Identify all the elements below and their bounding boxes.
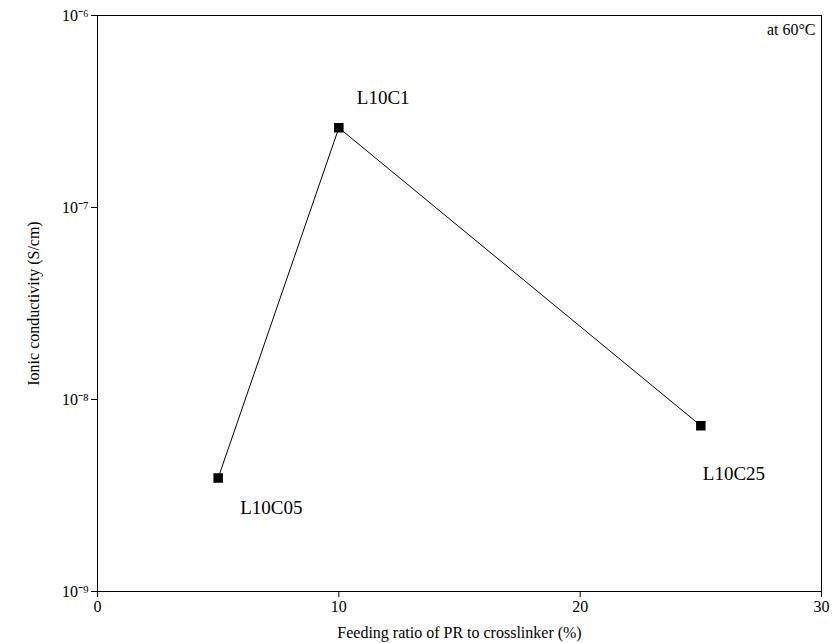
svg-text:10⁻⁷: 10⁻⁷ <box>62 199 89 216</box>
svg-text:20: 20 <box>572 598 588 615</box>
svg-text:10⁻⁶: 10⁻⁶ <box>62 7 89 24</box>
svg-text:L10C1: L10C1 <box>357 87 410 108</box>
svg-text:10⁻⁸: 10⁻⁸ <box>62 391 89 408</box>
svg-text:10: 10 <box>331 598 347 615</box>
svg-text:at 60°C: at 60°C <box>767 21 816 38</box>
svg-text:L10C25: L10C25 <box>703 463 765 484</box>
svg-text:10⁻⁹: 10⁻⁹ <box>62 583 89 600</box>
svg-text:0: 0 <box>94 598 102 615</box>
svg-text:Ionic conductivity (S/cm): Ionic conductivity (S/cm) <box>25 221 43 385</box>
svg-text:Feeding ratio of PR to crossli: Feeding ratio of PR to crosslinker (%) <box>337 624 581 642</box>
svg-text:30: 30 <box>814 598 830 615</box>
svg-text:L10C05: L10C05 <box>240 497 302 518</box>
